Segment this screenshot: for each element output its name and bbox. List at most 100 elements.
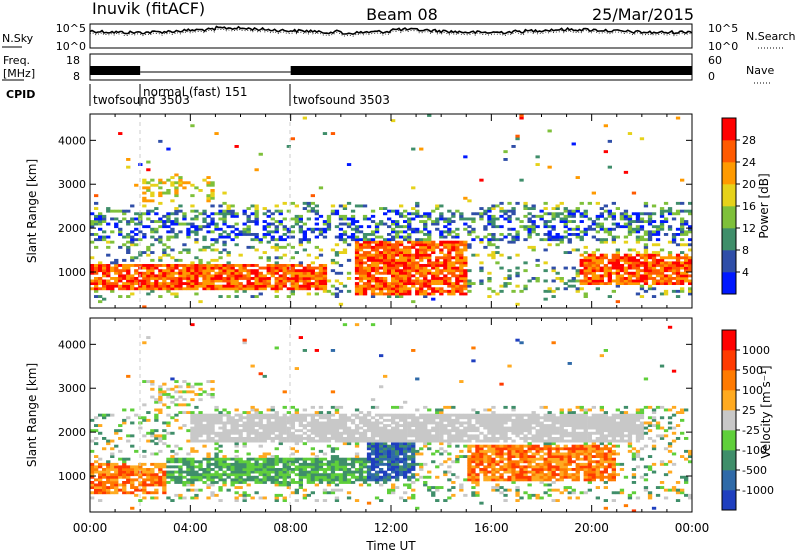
heatmap-cell <box>230 473 235 477</box>
heatmap-cell <box>503 426 508 430</box>
heatmap-cell <box>306 201 311 205</box>
heatmap-cell <box>451 284 456 288</box>
heatmap-cell <box>395 220 400 223</box>
heatmap-cell <box>186 390 191 394</box>
heatmap-cell <box>667 277 673 280</box>
heatmap-cell <box>362 478 368 482</box>
heatmap-cell <box>190 385 195 389</box>
nsearch-label: N.Search <box>746 30 796 43</box>
heatmap-cell <box>130 279 135 283</box>
heatmap-cell <box>194 279 199 283</box>
heatmap-cell <box>306 424 311 427</box>
heatmap-cell <box>519 424 524 427</box>
heatmap-cell <box>688 227 693 231</box>
heatmap-cell <box>523 201 528 205</box>
heatmap-cell <box>274 225 279 229</box>
heatmap-cell <box>579 287 584 291</box>
heatmap-cell <box>126 274 131 278</box>
heatmap-cell <box>334 408 340 412</box>
heatmap-cell <box>166 191 171 195</box>
heatmap-cell <box>667 212 673 216</box>
heatmap-cell <box>479 431 484 435</box>
heatmap-cell <box>318 416 324 420</box>
colorbar-swatch <box>722 162 736 185</box>
heatmap-cell <box>234 145 239 148</box>
heatmap-cell <box>166 473 171 477</box>
heatmap-cell <box>322 475 328 479</box>
heatmap-cell <box>94 222 99 226</box>
heatmap-cell <box>374 243 380 247</box>
heatmap-cell <box>206 261 211 265</box>
heatmap-cell <box>166 269 171 273</box>
heatmap-cell <box>250 408 255 412</box>
heatmap-cell <box>523 413 528 417</box>
heatmap-cell <box>270 274 275 278</box>
heatmap-cell <box>475 418 480 422</box>
heatmap-cell <box>142 478 147 482</box>
heatmap-cell <box>318 468 324 471</box>
heatmap-cell <box>318 465 324 469</box>
heatmap-cell <box>310 230 315 234</box>
heatmap-cell <box>130 243 135 247</box>
heatmap-cell <box>411 444 416 448</box>
heatmap-cell <box>330 426 336 430</box>
heatmap-cell <box>647 217 653 221</box>
heatmap-cell <box>178 493 183 497</box>
heatmap-cell <box>162 282 167 285</box>
heatmap-cell <box>575 176 580 179</box>
heatmap-cell <box>391 462 396 466</box>
heatmap-cell <box>162 284 167 288</box>
heatmap-cell <box>395 455 400 458</box>
heatmap-cell <box>126 468 131 471</box>
heatmap-cell <box>439 442 444 446</box>
heatmap-cell <box>194 475 199 479</box>
heatmap-cell <box>258 455 263 458</box>
heatmap-cell <box>688 292 693 296</box>
heatmap-cell <box>270 217 275 221</box>
heatmap-cell <box>659 269 665 273</box>
heatmap-cell <box>391 457 396 461</box>
heatmap-cell <box>415 212 420 216</box>
heatmap-cell <box>166 496 171 500</box>
heatmap-cell <box>407 287 412 291</box>
heatmap-cell <box>555 207 560 210</box>
heatmap-cell <box>379 470 384 474</box>
heatmap-cell <box>134 468 139 471</box>
heatmap-cell <box>122 475 127 479</box>
colorbar-swatch <box>722 250 736 273</box>
heatmap-cell <box>230 478 235 482</box>
heatmap-cell <box>246 284 251 288</box>
heatmap-cell <box>399 284 404 288</box>
heatmap-cell <box>98 491 103 495</box>
heatmap-cell <box>507 444 512 448</box>
heatmap-cell <box>246 230 251 234</box>
heatmap-cell <box>443 225 448 229</box>
heatmap-cell <box>431 274 436 278</box>
heatmap-cell <box>391 486 396 489</box>
heatmap-cell <box>322 488 328 492</box>
heatmap-cell <box>374 251 380 254</box>
heatmap-cell <box>162 220 167 223</box>
heatmap-cell <box>262 429 267 433</box>
heatmap-cell <box>318 284 324 288</box>
heatmap-cell <box>551 279 556 283</box>
heatmap-cell <box>447 240 452 244</box>
heatmap-cell <box>467 437 472 440</box>
heatmap-cell <box>463 277 468 280</box>
heatmap-cell <box>302 201 307 205</box>
heatmap-cell <box>503 235 508 239</box>
heatmap-cell <box>667 282 673 285</box>
heatmap-cell <box>118 279 123 283</box>
heatmap-cell <box>350 470 356 474</box>
heatmap-cell <box>102 269 107 273</box>
heatmap-cell <box>366 269 372 273</box>
cpid-label: CPID <box>6 88 35 101</box>
heatmap-cell <box>499 475 504 479</box>
heatmap-cell <box>274 418 279 422</box>
heatmap-cell <box>387 261 392 265</box>
heatmap-cell <box>583 233 588 236</box>
heatmap-cell <box>206 478 211 482</box>
heatmap-cell <box>130 292 135 296</box>
heatmap-cell <box>266 256 271 260</box>
heatmap-cell <box>439 279 444 283</box>
